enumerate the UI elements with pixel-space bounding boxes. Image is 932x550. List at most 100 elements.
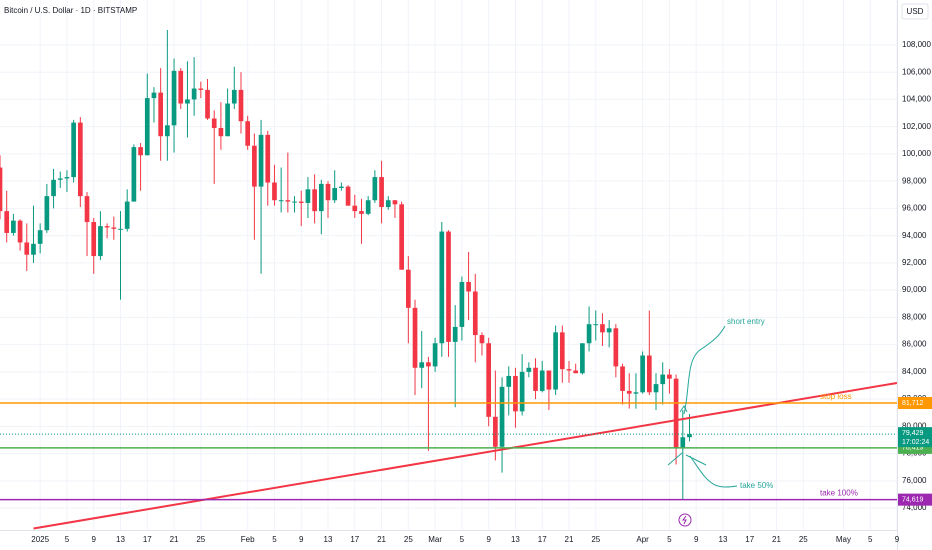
y-tick-label: 84,000 <box>902 367 927 376</box>
candle-body <box>539 370 545 391</box>
candle-body <box>231 89 237 104</box>
candle-body <box>104 226 110 228</box>
x-tick-label: 25 <box>799 535 808 544</box>
x-tick-label: 9 <box>486 535 491 544</box>
candle-body <box>178 70 184 104</box>
candle-body <box>613 328 619 367</box>
candle-body <box>218 128 224 137</box>
arrow-short-entry <box>683 325 726 415</box>
candle-body <box>77 122 83 197</box>
x-tick-label: 5 <box>272 535 277 544</box>
candle-body <box>252 145 257 187</box>
candle-body <box>24 242 30 255</box>
candle-body <box>165 125 170 137</box>
symbol-title: Bitcoin / U.S. Dollar · 1D · BITSTAMP <box>4 6 137 15</box>
candle-body <box>479 335 485 344</box>
candle-body <box>37 230 43 244</box>
arrow-lines <box>667 452 707 466</box>
candle-body <box>211 118 217 129</box>
y-tick-label: 102,000 <box>902 122 931 131</box>
y-tick-label: 76,000 <box>902 476 927 485</box>
plot <box>0 29 898 530</box>
x-tick-label: 9 <box>694 535 699 544</box>
candle-body <box>680 437 686 449</box>
candle-body <box>118 228 123 230</box>
candle-body <box>446 231 451 342</box>
candle-body <box>432 343 438 367</box>
level-text: take 100% <box>820 489 858 498</box>
currency-box[interactable] <box>901 3 929 20</box>
y-tick-label: 94,000 <box>902 231 927 240</box>
candle-body <box>499 386 505 447</box>
x-tick-label: 21 <box>565 535 574 544</box>
level-price-label: 81,712 <box>902 400 924 407</box>
candle-body <box>138 147 143 156</box>
candle-body <box>372 177 378 201</box>
candle-body <box>238 89 244 122</box>
x-tick-label: 13 <box>511 535 520 544</box>
candle-body <box>553 332 558 390</box>
candle-body <box>258 134 264 187</box>
candle-body <box>31 243 36 255</box>
annotation: short entry <box>727 317 765 326</box>
candle-body <box>91 222 97 257</box>
x-tick-label: 21 <box>772 535 781 544</box>
x-tick-label: 25 <box>591 535 600 544</box>
candle-body <box>11 220 16 233</box>
candle-body <box>419 362 425 368</box>
candle-body <box>667 374 672 379</box>
candle-body <box>98 226 103 257</box>
y-tick-label: 96,000 <box>902 204 927 213</box>
candle-body <box>472 291 478 336</box>
candle-body <box>265 134 271 183</box>
candle-body <box>339 186 344 188</box>
level-text: stop loss <box>820 392 852 401</box>
currency[interactable]: USD <box>907 7 924 16</box>
candle-body <box>278 200 284 202</box>
candle-body <box>506 375 512 387</box>
candle-body <box>17 220 23 243</box>
candle-body <box>379 177 384 208</box>
level-price-box <box>898 397 932 410</box>
x-tick-label: 17 <box>745 535 754 544</box>
candle-body <box>131 147 137 202</box>
candle-body <box>225 103 230 137</box>
x-tick-label: 21 <box>377 535 386 544</box>
candle-body <box>359 211 364 214</box>
candle-body <box>399 204 404 270</box>
x-tick-label: 25 <box>404 535 413 544</box>
candle-body <box>606 328 612 333</box>
event-icon-bolt <box>682 515 687 525</box>
candle-body <box>345 186 351 206</box>
y-tick-label: 108,000 <box>902 40 931 49</box>
arrow-take-50 <box>689 455 738 488</box>
candle-body <box>519 371 525 412</box>
annotation: take 50% <box>740 481 773 490</box>
grid <box>0 0 898 530</box>
candle-body <box>580 343 585 374</box>
candle-body <box>285 200 291 202</box>
candle-body <box>646 355 652 393</box>
candle-body <box>185 99 190 104</box>
y-tick-label: 88,000 <box>902 312 927 321</box>
x-tick-label: 9 <box>91 535 96 544</box>
candle-body <box>559 332 565 370</box>
countdown: 17:02:24 <box>902 439 929 446</box>
candle-body <box>144 98 150 156</box>
candle-body <box>305 189 311 203</box>
candle-body <box>84 196 90 223</box>
x-tick-label: 5 <box>868 535 873 544</box>
x-tick-label: 13 <box>116 535 125 544</box>
level-price-label: 74,619 <box>902 496 924 503</box>
candle-body <box>245 121 251 146</box>
candle-body <box>332 187 338 201</box>
y-tick-label: 100,000 <box>902 149 931 158</box>
candle-body <box>4 211 10 233</box>
candle-body <box>426 362 431 367</box>
candle-body <box>660 374 666 385</box>
candle-body <box>385 200 391 208</box>
candle-body <box>151 92 157 99</box>
y-tick-label: 80,000 <box>902 421 927 430</box>
